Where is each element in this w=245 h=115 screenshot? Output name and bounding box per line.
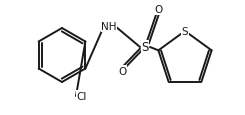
Text: S: S [182, 27, 188, 37]
Text: O: O [154, 5, 162, 15]
Text: NH: NH [101, 22, 117, 32]
Text: Cl: Cl [77, 91, 87, 101]
Text: O: O [118, 66, 126, 76]
Text: S: S [141, 41, 149, 54]
